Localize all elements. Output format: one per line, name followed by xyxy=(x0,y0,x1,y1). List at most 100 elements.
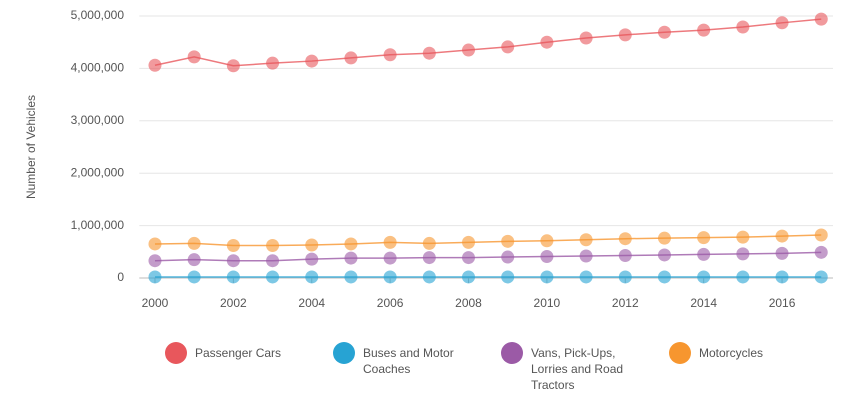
data-point xyxy=(540,270,554,284)
data-point xyxy=(579,270,593,284)
data-point xyxy=(540,234,554,248)
x-tick-label: 2010 xyxy=(534,296,561,310)
data-point xyxy=(383,48,397,62)
data-point xyxy=(657,248,671,262)
data-point xyxy=(775,16,789,30)
data-point xyxy=(226,254,240,268)
chart: Number of Vehicles 0 1,000,000 2,000,000 3,… xyxy=(24,8,833,310)
data-point xyxy=(657,231,671,245)
data-point xyxy=(266,239,280,253)
data-point xyxy=(579,233,593,247)
legend-label: Buses and Motor Coaches xyxy=(363,346,454,376)
data-point xyxy=(344,270,358,284)
data-point xyxy=(618,270,632,284)
y-tick-label: 1,000,000 xyxy=(71,218,125,232)
y-tick-label: 0 xyxy=(117,270,124,284)
data-point xyxy=(697,270,711,284)
x-tick-label: 2002 xyxy=(220,296,247,310)
data-point xyxy=(697,247,711,261)
data-point xyxy=(462,43,476,57)
data-point xyxy=(148,270,162,284)
data-point xyxy=(226,239,240,253)
data-point xyxy=(422,236,436,250)
data-point xyxy=(814,228,828,242)
data-point xyxy=(187,270,201,284)
data-point xyxy=(187,50,201,64)
data-point xyxy=(540,35,554,49)
data-point xyxy=(775,229,789,243)
legend-item[interactable]: Motorcycles xyxy=(669,342,817,364)
data-point xyxy=(814,245,828,259)
data-point xyxy=(775,246,789,260)
x-tick-label: 2004 xyxy=(298,296,325,310)
x-tick-label: 2008 xyxy=(455,296,482,310)
legend-label: Motorcycles xyxy=(699,346,764,360)
data-point xyxy=(736,247,750,261)
data-point xyxy=(462,270,476,284)
data-point xyxy=(383,270,397,284)
y-axis-label: Number of Vehicles xyxy=(24,95,38,199)
y-tick-label: 2,000,000 xyxy=(71,165,125,179)
data-point xyxy=(814,270,828,284)
legend-item[interactable]: Buses and Motor Coaches xyxy=(333,342,481,377)
data-point xyxy=(305,270,319,284)
data-point xyxy=(697,23,711,37)
data-point xyxy=(266,56,280,70)
data-point xyxy=(540,250,554,264)
data-point xyxy=(266,270,280,284)
data-point xyxy=(462,251,476,265)
legend-swatch xyxy=(333,342,355,364)
x-tick-label: 2014 xyxy=(690,296,717,310)
legend-label: Passenger Cars xyxy=(195,346,282,360)
data-point xyxy=(148,237,162,251)
data-point xyxy=(422,251,436,265)
data-point xyxy=(305,54,319,68)
series-line xyxy=(154,251,822,262)
data-point xyxy=(618,248,632,262)
data-point xyxy=(501,234,515,248)
data-point xyxy=(305,252,319,266)
legend-swatch xyxy=(669,342,691,364)
data-point xyxy=(383,251,397,265)
data-point xyxy=(344,51,358,65)
data-point xyxy=(226,59,240,73)
x-tick-label: 2016 xyxy=(769,296,796,310)
legend-item[interactable]: Vans, Pick-Ups, Lorries and Road Tractor… xyxy=(501,342,649,393)
series-line xyxy=(154,18,822,67)
y-tick-label: 3,000,000 xyxy=(71,113,125,127)
data-point xyxy=(501,250,515,264)
data-point xyxy=(344,251,358,265)
legend-swatch xyxy=(501,342,523,364)
y-tick-label: 4,000,000 xyxy=(71,61,125,75)
data-point xyxy=(383,235,397,249)
data-point xyxy=(501,270,515,284)
data-point xyxy=(579,249,593,263)
data-point xyxy=(462,235,476,249)
data-point xyxy=(618,28,632,42)
data-point xyxy=(697,231,711,245)
data-point xyxy=(226,270,240,284)
data-point xyxy=(266,254,280,268)
series-line xyxy=(154,234,822,247)
data-point xyxy=(736,230,750,244)
data-point xyxy=(501,40,515,54)
legend-swatch xyxy=(165,342,187,364)
data-point xyxy=(579,31,593,45)
data-point xyxy=(305,238,319,252)
data-point xyxy=(187,236,201,250)
data-point xyxy=(657,25,671,39)
data-point xyxy=(736,20,750,34)
data-point xyxy=(618,232,632,246)
data-point xyxy=(775,270,789,284)
data-point xyxy=(736,270,750,284)
data-point xyxy=(344,237,358,251)
data-point xyxy=(148,254,162,268)
x-tick-label: 2012 xyxy=(612,296,639,310)
data-point xyxy=(187,253,201,267)
y-tick-label: 5,000,000 xyxy=(71,8,125,22)
data-point xyxy=(422,270,436,284)
legend-label: Vans, Pick-Ups, Lorries and Road Tractor… xyxy=(531,346,624,392)
legend-item[interactable]: Passenger Cars xyxy=(165,342,313,364)
data-point xyxy=(422,46,436,60)
